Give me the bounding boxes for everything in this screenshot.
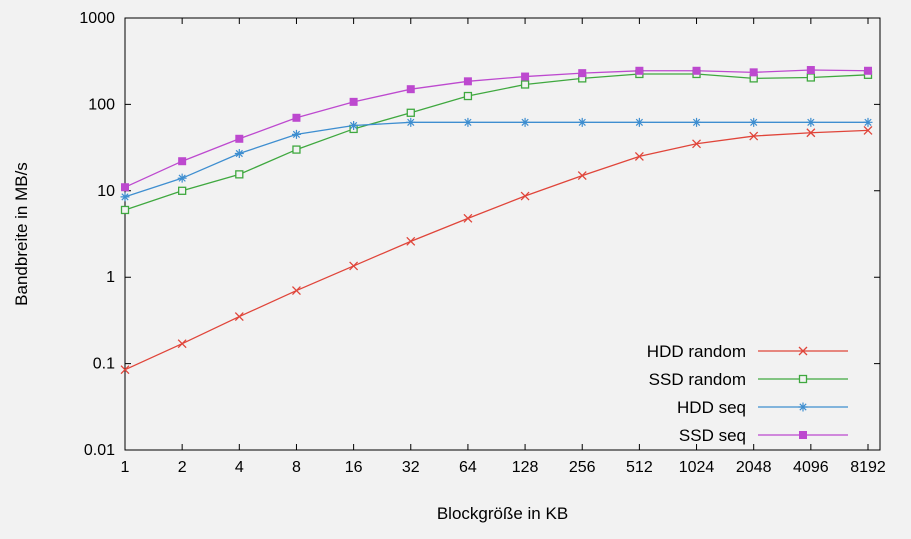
marker-x: [120, 365, 130, 375]
marker-filled-square: [692, 66, 701, 75]
marker-filled-square: [349, 97, 358, 106]
marker-filled-square: [578, 69, 587, 78]
marker-x: [463, 213, 473, 223]
marker-open-square: [406, 108, 415, 117]
marker-filled-square: [463, 77, 472, 86]
plot-border: [124, 17, 881, 451]
marker-x: [863, 125, 873, 135]
legend-label-ssd-seq: SSD seq: [679, 426, 746, 445]
marker-x: [234, 312, 244, 322]
x-tick-label: 1024: [679, 459, 715, 476]
x-tick-label: 8192: [850, 459, 886, 476]
marker-open-square: [520, 80, 530, 89]
marker-x: [806, 128, 816, 138]
marker-asterisk: [463, 117, 473, 127]
marker-x: [577, 171, 587, 181]
marker-open-square: [798, 374, 808, 384]
marker-filled-square: [799, 431, 807, 439]
marker-filled-square: [749, 68, 758, 77]
x-tick-label: 512: [626, 459, 653, 476]
marker-filled-square: [178, 157, 187, 166]
marker-asterisk: [291, 129, 301, 139]
x-tick-label: 8: [292, 459, 301, 476]
marker-asterisk: [863, 117, 873, 127]
legend-label-hdd-random: HDD random: [647, 342, 746, 361]
marker-x: [292, 286, 301, 296]
x-axis-title: Blockgröße in KB: [436, 504, 569, 523]
x-tick-label: 16: [345, 459, 363, 476]
series-line-ssd-seq: [124, 69, 869, 188]
marker-asterisk: [177, 173, 187, 183]
legend-label-ssd-random: SSD random: [649, 370, 746, 389]
y-tick-label: 1000: [79, 10, 115, 27]
marker-asterisk: [749, 117, 759, 127]
series-line-ssd-random: [124, 73, 869, 211]
x-tick-label: 1: [121, 459, 130, 476]
legend-label-hdd-seq: HDD seq: [677, 398, 746, 417]
x-tick-label: 2: [178, 459, 187, 476]
marker-x: [749, 131, 759, 141]
marker-open-square: [463, 91, 473, 101]
x-tick-label: 64: [459, 459, 477, 476]
marker-filled-square: [406, 85, 415, 94]
marker-open-square: [292, 145, 301, 154]
marker-filled-square: [121, 183, 129, 192]
marker-filled-square: [521, 72, 530, 81]
series-line-hdd-random: [124, 129, 869, 371]
marker-filled-square: [235, 134, 244, 143]
marker-open-square: [235, 170, 244, 179]
marker-asterisk: [806, 117, 816, 127]
y-axis-title: Bandbreite in MB/s: [12, 162, 31, 306]
marker-asterisk: [577, 117, 587, 127]
marker-asterisk: [120, 192, 130, 202]
marker-open-square: [806, 73, 815, 82]
x-tick-label: 256: [569, 459, 596, 476]
marker-x: [177, 339, 187, 349]
marker-x: [520, 191, 530, 201]
marker-asterisk: [349, 120, 359, 130]
marker-x: [349, 261, 359, 271]
marker-asterisk: [520, 117, 530, 127]
y-tick-label: 0.01: [84, 442, 115, 459]
marker-asterisk: [692, 117, 702, 127]
marker-x: [634, 151, 644, 161]
marker-asterisk: [798, 402, 808, 412]
marker-filled-square: [292, 113, 301, 122]
marker-x: [798, 346, 808, 356]
x-tick-label: 128: [512, 459, 539, 476]
marker-asterisk: [634, 117, 644, 127]
marker-asterisk: [406, 117, 416, 127]
marker-x: [406, 236, 416, 246]
marker-filled-square: [635, 66, 644, 75]
marker-open-square: [178, 186, 187, 195]
x-tick-label: 2048: [736, 459, 772, 476]
y-tick-label: 100: [88, 96, 115, 113]
y-tick-label: 10: [97, 183, 115, 200]
x-tick-label: 4096: [793, 459, 829, 476]
marker-filled-square: [806, 66, 815, 75]
x-tick-label: 32: [402, 459, 420, 476]
marker-open-square: [120, 205, 130, 215]
series-line-hdd-seq: [124, 121, 868, 198]
marker-asterisk: [234, 149, 244, 159]
x-tick-label: 4: [235, 459, 244, 476]
y-tick-label: 0.1: [93, 356, 115, 373]
y-tick-label: 1: [106, 269, 115, 286]
marker-filled-square: [864, 66, 872, 75]
marker-x: [692, 139, 701, 149]
